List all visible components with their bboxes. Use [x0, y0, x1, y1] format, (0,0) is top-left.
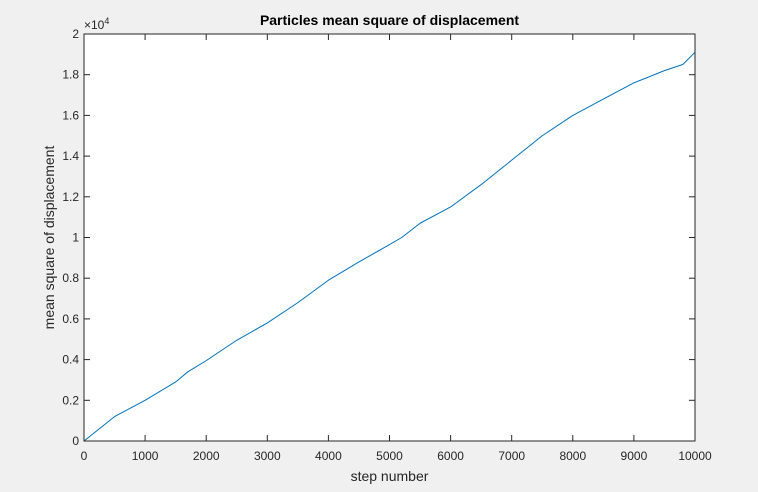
chart-title: Particles mean square of displacement	[260, 12, 519, 28]
y-tick-label: 0.6	[62, 312, 79, 326]
y-tick-label: 0	[72, 434, 79, 448]
ticks-layer: 0 1000 2000 3000 4000 5000 6000 7000 8000 9000 100…	[62, 27, 712, 463]
y-exponent-label: ×104	[84, 16, 109, 32]
y-tick-label: 1.8	[62, 68, 79, 82]
y-exponent-base: ×10	[84, 18, 105, 32]
x-tick-label: 4000	[315, 449, 342, 463]
y-tick-label: 2	[72, 27, 79, 41]
y-exponent-power: 4	[104, 16, 109, 26]
y-tick-label: 1.6	[62, 108, 79, 122]
y-tick-label: 0.4	[62, 353, 79, 367]
x-tick-label: 5000	[376, 449, 403, 463]
y-tick-label: 1.2	[62, 190, 79, 204]
y-axis-label: mean square of displacement	[41, 146, 57, 330]
x-tick-label: 6000	[437, 449, 464, 463]
y-tick-label: 0.8	[62, 271, 79, 285]
y-tick-label: 1.4	[62, 149, 79, 163]
x-tick-label: 2000	[193, 449, 220, 463]
x-axis-label: step number	[351, 468, 429, 484]
x-tick-label: 9000	[621, 449, 648, 463]
x-tick-label: 3000	[254, 449, 281, 463]
y-tick-label: 0.2	[62, 393, 79, 407]
x-tick-label: 7000	[498, 449, 525, 463]
x-tick-label: 10000	[678, 449, 712, 463]
axes-box	[83, 33, 696, 442]
x-tick-label: 8000	[559, 449, 586, 463]
x-tick-label: 0	[81, 449, 88, 463]
series-layer	[83, 51, 696, 442]
y-tick-label: 1	[72, 231, 79, 245]
series-line	[83, 51, 696, 442]
plot-area	[84, 34, 695, 441]
x-tick-label: 1000	[132, 449, 159, 463]
